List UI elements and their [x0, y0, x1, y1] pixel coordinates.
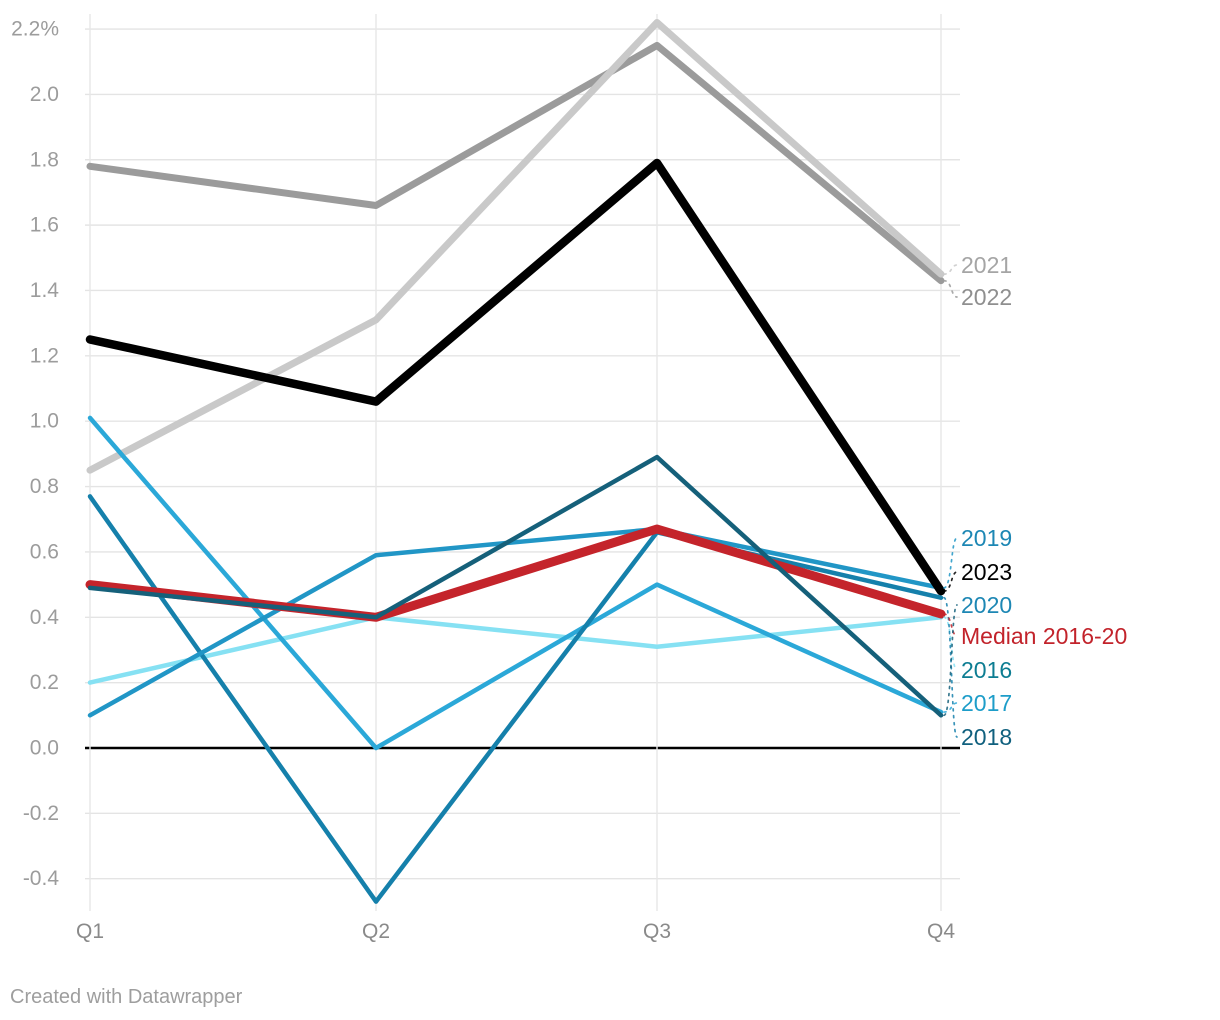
- y-axis-tick-label: 0.0: [30, 737, 59, 760]
- label-leader-2017: [943, 702, 958, 713]
- label-leader-2019: [943, 537, 958, 589]
- y-axis-tick-label: 0.8: [30, 475, 59, 498]
- series-line-2021: [86, 19, 945, 474]
- y-axis-tick-label: 1.6: [30, 214, 59, 237]
- y-axis-tick-label: -0.4: [23, 867, 60, 890]
- y-axis-tick-label: 1.8: [30, 148, 59, 171]
- series-label-2019: 2019: [961, 525, 1012, 551]
- series-line-2017: [87, 415, 944, 751]
- label-leader-2022: [943, 279, 958, 298]
- series-label-2021: 2021: [961, 252, 1012, 278]
- series-line-2019: [87, 526, 944, 718]
- label-leader-2023: [943, 571, 958, 592]
- y-axis-tick-label: 2.2%: [11, 18, 59, 41]
- series-line-2018: [87, 494, 944, 904]
- series-label-median-2016-20: Median 2016-20: [961, 623, 1127, 649]
- series-label-2020: 2020: [961, 592, 1012, 618]
- series-label-2022: 2022: [961, 284, 1012, 310]
- y-axis-tick-label: 1.0: [30, 410, 59, 433]
- series-label-2017: 2017: [961, 690, 1012, 716]
- label-leader-2020: [943, 604, 958, 717]
- label-leader-median-2016-20: [943, 613, 958, 637]
- series-line-2023: [85, 158, 946, 596]
- y-axis-tick-label: 1.4: [30, 279, 60, 302]
- y-axis-tick-label: 0.4: [30, 606, 60, 629]
- series-label-2023: 2023: [961, 559, 1012, 585]
- x-axis-tick-label: Q3: [643, 920, 671, 943]
- series-line-2020: [87, 454, 944, 718]
- y-axis-tick-label: 0.6: [30, 540, 59, 563]
- y-axis-tick-label: 2.0: [30, 83, 59, 106]
- y-axis-tick-label: 0.2: [30, 671, 59, 694]
- x-axis-tick-label: Q2: [362, 920, 390, 943]
- label-leader-2021: [943, 264, 958, 275]
- x-axis-tick-label: Q1: [76, 920, 104, 943]
- datawrapper-credit[interactable]: Created with Datawrapper: [10, 986, 243, 1008]
- y-axis-tick-label: 1.2: [30, 344, 59, 367]
- series-label-2018: 2018: [961, 724, 1012, 750]
- y-axis-tick-label: -0.2: [23, 802, 59, 825]
- x-axis-tick-label: Q4: [927, 920, 955, 943]
- series-label-2016: 2016: [961, 657, 1012, 683]
- series-line-2016: [87, 615, 944, 685]
- label-leader-2016: [943, 616, 958, 671]
- series-line-2022: [86, 41, 945, 285]
